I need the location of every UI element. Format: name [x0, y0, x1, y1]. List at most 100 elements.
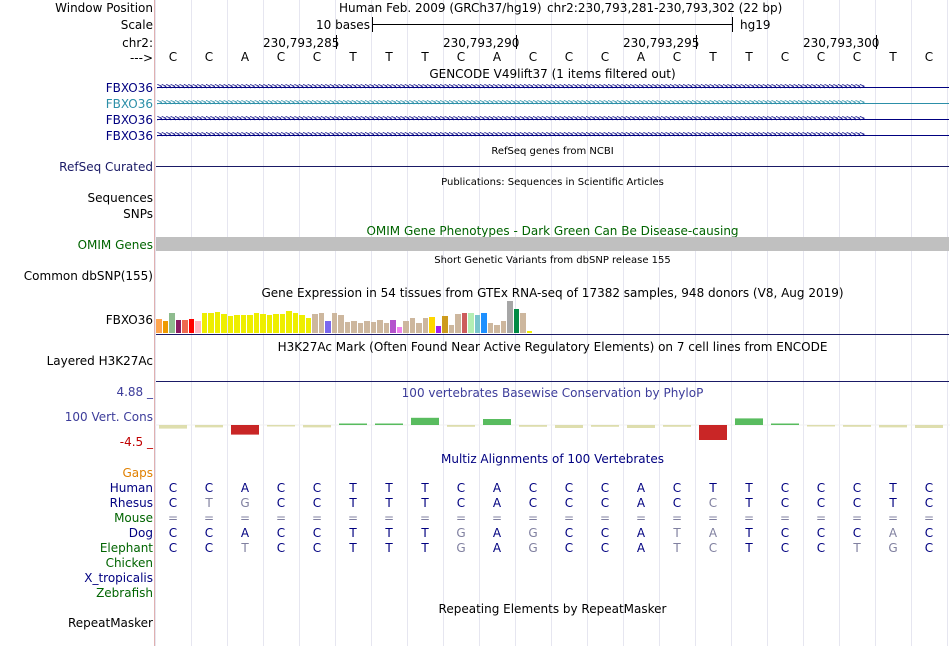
gtex-tissue-bar[interactable]: [461, 313, 468, 333]
gtex-tissue-bar[interactable]: [507, 301, 513, 333]
gene-fbxo36-3[interactable]: >>>>>>>>>>>>>>>>>>>>>>>>>>>>>>>>>>>>>>>>…: [157, 115, 949, 124]
gtex-tissue-bar[interactable]: [487, 323, 494, 333]
label-h3k27ac[interactable]: Layered H3K27Ac: [46, 354, 153, 368]
omim-gene-bar[interactable]: [156, 237, 949, 251]
gtex-tissue-bar[interactable]: [435, 326, 442, 333]
gtex-tissue-bar[interactable]: [188, 319, 195, 333]
aligned-base: T: [349, 481, 357, 495]
gtex-tissue-bar[interactable]: [169, 313, 175, 333]
gtex-tissue-bar[interactable]: [201, 313, 208, 333]
gene-fbxo36-4[interactable]: >>>>>>>>>>>>>>>>>>>>>>>>>>>>>>>>>>>>>>>>…: [157, 131, 949, 140]
refseq-gene-line[interactable]: [156, 166, 949, 167]
gtex-tissue-bar[interactable]: [312, 314, 318, 333]
aligned-base: C: [708, 541, 718, 555]
gtex-tissue-bar[interactable]: [390, 320, 396, 333]
gtex-tissue-bar[interactable]: [468, 313, 474, 333]
gtex-tissue-bar[interactable]: [221, 314, 227, 333]
position-range[interactable]: chr2:230,793,281-230,793,302 (22 bp): [547, 1, 783, 15]
multiz-species-label[interactable]: Elephant: [99, 541, 153, 555]
label-gene-fbxo36-1[interactable]: FBXO36: [105, 81, 153, 95]
label-omim[interactable]: OMIM Genes: [77, 238, 153, 252]
gtex-tissue-bar[interactable]: [325, 321, 331, 333]
label-gene-fbxo36-3[interactable]: FBXO36: [105, 113, 153, 127]
gtex-tissue-bar[interactable]: [520, 313, 526, 333]
label-refseq[interactable]: RefSeq Curated: [59, 160, 153, 174]
gene-fbxo36-1[interactable]: >>>>>>>>>>>>>>>>>>>>>>>>>>>>>>>>>>>>>>>>…: [157, 83, 949, 92]
gtex-tissue-bar[interactable]: [214, 312, 221, 333]
label-cons[interactable]: 100 Vert. Cons: [64, 410, 153, 424]
multiz-species-label[interactable]: Zebrafish: [96, 586, 153, 600]
multiz-species-label[interactable]: Human: [109, 481, 153, 495]
label-gaps[interactable]: Gaps: [122, 466, 153, 480]
base: C: [204, 50, 214, 64]
gtex-tissue-bar[interactable]: [260, 314, 266, 333]
multiz-species-label[interactable]: Rhesus: [109, 496, 153, 510]
aligned-base: G: [528, 541, 538, 555]
gtex-tissue-bar[interactable]: [331, 313, 338, 333]
base: C: [564, 50, 574, 64]
multiz-species-label[interactable]: Dog: [128, 526, 153, 540]
gtex-tissue-bar[interactable]: [162, 321, 169, 333]
multiz-species-label[interactable]: Mouse: [114, 511, 153, 525]
scale-bar: [372, 24, 733, 25]
gtex-bar-chart[interactable]: [156, 298, 556, 333]
label-snps[interactable]: SNPs: [123, 207, 153, 221]
aligned-base: =: [635, 511, 647, 525]
gtex-tissue-bar[interactable]: [273, 314, 279, 333]
label-gene-fbxo36-4[interactable]: FBXO36: [105, 129, 153, 143]
multiz-species-label[interactable]: X_tropicalis: [84, 571, 153, 585]
gtex-tissue-bar[interactable]: [377, 320, 383, 333]
gtex-tissue-bar[interactable]: [344, 322, 351, 333]
gtex-tissue-bar[interactable]: [175, 320, 182, 333]
gtex-tissue-bar[interactable]: [416, 323, 422, 333]
gtex-tissue-bar[interactable]: [409, 318, 416, 333]
gtex-tissue-bar[interactable]: [227, 316, 234, 333]
gtex-tissue-bar[interactable]: [422, 318, 429, 333]
gtex-tissue-bar[interactable]: [403, 321, 409, 333]
gtex-tissue-bar[interactable]: [494, 325, 500, 333]
gtex-tissue-bar[interactable]: [156, 319, 162, 333]
gtex-tissue-bar[interactable]: [474, 315, 481, 333]
gtex-tissue-bar[interactable]: [455, 314, 461, 333]
gtex-tissue-bar[interactable]: [526, 331, 533, 333]
gene-fbxo36-2[interactable]: >>>>>>>>>>>>>>>>>>>>>>>>>>>>>>>>>>>>>>>>…: [157, 99, 949, 108]
multiz-species-label[interactable]: Chicken: [105, 556, 153, 570]
gtex-tissue-bar[interactable]: [279, 314, 286, 333]
gtex-tissue-bar[interactable]: [286, 311, 292, 333]
gtex-tissue-bar[interactable]: [240, 315, 247, 333]
label-sequences[interactable]: Sequences: [87, 191, 153, 205]
aligned-base: A: [636, 496, 646, 510]
gtex-tissue-bar[interactable]: [429, 317, 435, 333]
gtex-tissue-bar[interactable]: [299, 315, 305, 333]
gtex-tissue-bar[interactable]: [234, 315, 240, 333]
gtex-tissue-bar[interactable]: [513, 309, 520, 333]
gtex-tissue-bar[interactable]: [481, 313, 487, 333]
label-gtex-gene[interactable]: FBXO36: [105, 313, 153, 327]
gtex-tissue-bar[interactable]: [247, 315, 253, 333]
gtex-tissue-bar[interactable]: [318, 313, 325, 333]
gtex-tissue-bar[interactable]: [351, 321, 357, 333]
aligned-base: =: [275, 511, 287, 525]
gtex-tissue-bar[interactable]: [370, 322, 377, 333]
aligned-base: =: [707, 511, 719, 525]
gtex-tissue-bar[interactable]: [338, 315, 344, 333]
gtex-tissue-bar[interactable]: [396, 327, 403, 333]
gtex-tissue-bar[interactable]: [195, 321, 201, 333]
label-dbsnp[interactable]: Common dbSNP(155): [23, 269, 153, 283]
gtex-tissue-bar[interactable]: [442, 316, 448, 333]
label-gene-fbxo36-2[interactable]: FBXO36: [105, 97, 153, 111]
gtex-tissue-bar[interactable]: [383, 323, 390, 333]
gtex-tissue-bar[interactable]: [182, 320, 188, 333]
aligned-base: C: [780, 496, 790, 510]
gtex-tissue-bar[interactable]: [292, 313, 299, 333]
phylop-conservation-plot[interactable]: [155, 398, 950, 448]
gtex-tissue-bar[interactable]: [266, 315, 273, 333]
gtex-tissue-bar[interactable]: [357, 323, 364, 333]
gtex-tissue-bar[interactable]: [364, 321, 370, 333]
gtex-tissue-bar[interactable]: [500, 321, 507, 333]
label-repeatmasker[interactable]: RepeatMasker: [67, 616, 153, 630]
gtex-tissue-bar[interactable]: [448, 325, 455, 333]
gtex-tissue-bar[interactable]: [253, 313, 260, 333]
gtex-tissue-bar[interactable]: [208, 313, 214, 333]
gtex-tissue-bar[interactable]: [305, 318, 312, 333]
